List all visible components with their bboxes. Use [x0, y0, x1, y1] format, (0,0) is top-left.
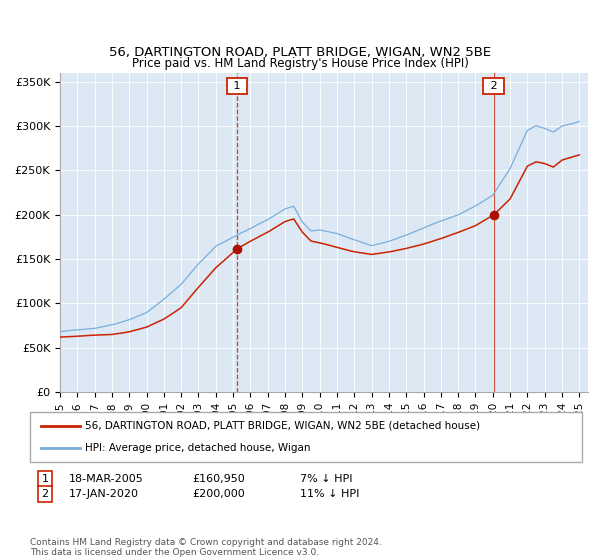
Text: 56, DARTINGTON ROAD, PLATT BRIDGE, WIGAN, WN2 5BE: 56, DARTINGTON ROAD, PLATT BRIDGE, WIGAN…: [109, 46, 491, 59]
Text: 7% ↓ HPI: 7% ↓ HPI: [300, 474, 353, 484]
FancyBboxPatch shape: [30, 412, 582, 462]
Text: 1: 1: [41, 474, 49, 484]
Text: £160,950: £160,950: [192, 474, 245, 484]
Text: 2: 2: [41, 489, 49, 499]
Text: Contains HM Land Registry data © Crown copyright and database right 2024.
This d: Contains HM Land Registry data © Crown c…: [30, 538, 382, 557]
Text: Price paid vs. HM Land Registry's House Price Index (HPI): Price paid vs. HM Land Registry's House …: [131, 57, 469, 70]
Text: 11% ↓ HPI: 11% ↓ HPI: [300, 489, 359, 499]
Text: 2: 2: [487, 81, 501, 91]
Text: 56, DARTINGTON ROAD, PLATT BRIDGE, WIGAN, WN2 5BE (detached house): 56, DARTINGTON ROAD, PLATT BRIDGE, WIGAN…: [85, 421, 481, 431]
Text: 18-MAR-2005: 18-MAR-2005: [69, 474, 144, 484]
Text: £200,000: £200,000: [192, 489, 245, 499]
Text: 1: 1: [230, 81, 244, 91]
Text: 17-JAN-2020: 17-JAN-2020: [69, 489, 139, 499]
Text: HPI: Average price, detached house, Wigan: HPI: Average price, detached house, Wiga…: [85, 443, 311, 453]
